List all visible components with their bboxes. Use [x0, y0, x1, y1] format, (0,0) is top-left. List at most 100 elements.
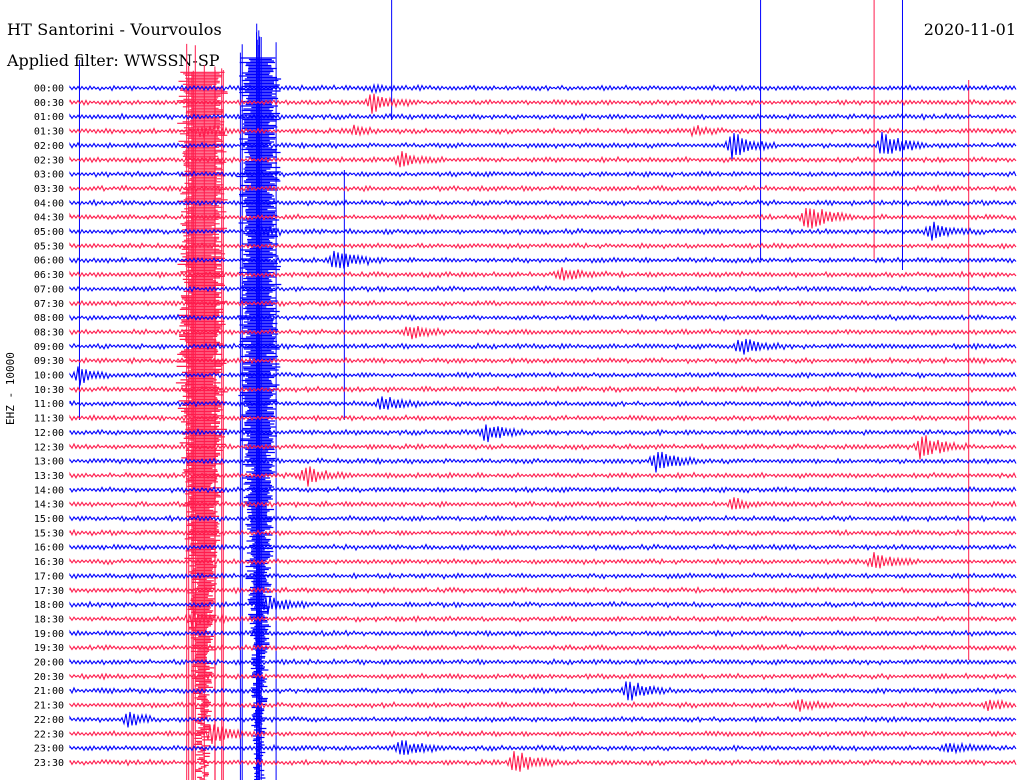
row-label: 21:00: [34, 686, 64, 697]
trace-row-41: [69, 672, 1017, 681]
row-label: 16:30: [34, 557, 64, 568]
row-label: 06:30: [34, 270, 64, 281]
row-label: 10:00: [34, 371, 64, 382]
row-label: 19:30: [34, 643, 64, 654]
trace-row-45: [69, 724, 1017, 744]
trace-row-13: [69, 267, 1017, 281]
row-label: 17:30: [34, 586, 64, 597]
row-label: 22:00: [34, 715, 64, 726]
trace-row-39: [69, 643, 1017, 652]
trace-row-25: [69, 435, 1017, 460]
trace-row-12: [69, 250, 1017, 269]
trace-row-8: [69, 198, 1017, 207]
trace-row-5: [69, 151, 1017, 168]
row-label: 09:00: [34, 342, 64, 353]
row-label: 12:00: [34, 428, 64, 439]
trace-row-40: [69, 657, 1017, 666]
row-label: 12:30: [34, 442, 64, 453]
row-label: 19:00: [34, 629, 64, 640]
trace-row-20: [69, 366, 1017, 386]
row-label: 05:30: [34, 241, 64, 252]
trace-row-0: [69, 82, 1017, 95]
row-label: 17:00: [34, 571, 64, 582]
trace-row-26: [69, 451, 1017, 473]
trace-row-37: [69, 611, 1017, 629]
row-label: 04:00: [34, 198, 64, 209]
row-label: 14:30: [34, 500, 64, 511]
burst-1: [236, 23, 282, 780]
row-label: 20:00: [34, 658, 64, 669]
trace-row-27: [69, 466, 1017, 487]
trace-group: [69, 0, 1017, 780]
trace-row-38: [69, 629, 1017, 638]
row-label: 05:00: [34, 227, 64, 238]
date-label: 2020-11-01: [923, 20, 1016, 39]
row-label: 21:30: [34, 701, 64, 712]
trace-row-19: [69, 356, 1017, 365]
row-label: 04:30: [34, 213, 64, 224]
trace-row-24: [69, 424, 1017, 443]
trace-row-18: [69, 338, 1017, 355]
row-label: 01:30: [34, 127, 64, 138]
row-label: 08:00: [34, 313, 64, 324]
row-label: 11:00: [34, 399, 64, 410]
row-label: 03:30: [34, 184, 64, 195]
trace-row-3: [69, 124, 1017, 139]
row-label: 07:00: [34, 284, 64, 295]
row-label: 07:30: [34, 299, 64, 310]
row-label: 13:00: [34, 457, 64, 468]
trace-row-30: [69, 514, 1017, 523]
trace-row-42: [69, 681, 1017, 701]
trace-row-9: [69, 208, 1017, 229]
row-label: 09:30: [34, 356, 64, 367]
row-label: 02:30: [34, 155, 64, 166]
trace-row-17: [69, 325, 1017, 340]
row-label: 15:00: [34, 514, 64, 525]
burst-body-0: [175, 71, 228, 780]
trace-row-16: [69, 313, 1017, 322]
trace-row-4: [69, 131, 1017, 160]
trace-row-36: [69, 596, 1017, 615]
trace-row-33: [69, 552, 1017, 569]
row-label: 23:30: [34, 758, 64, 769]
trace-row-21: [69, 385, 1017, 394]
trace-row-44: [69, 711, 1017, 728]
trace-row-1: [69, 93, 1017, 114]
trace-row-11: [69, 242, 1017, 250]
row-label: 18:00: [34, 600, 64, 611]
trace-row-15: [69, 299, 1017, 308]
trace-row-6: [69, 170, 1017, 179]
trace-row-43: [69, 698, 1017, 712]
trace-row-10: [69, 221, 1017, 241]
row-label: 13:30: [34, 471, 64, 482]
row-label: 00:00: [34, 84, 64, 95]
row-label: 11:30: [34, 414, 64, 425]
station-title: HT Santorini - Vourvoulos: [7, 20, 222, 39]
row-label: 03:00: [34, 170, 64, 181]
trace-row-34: [69, 572, 1017, 580]
burst-0: [175, 43, 228, 780]
row-label: 22:30: [34, 729, 64, 740]
row-label: 20:30: [34, 672, 64, 683]
row-label: 00:30: [34, 98, 64, 109]
row-label: 14:00: [34, 485, 64, 496]
trace-row-23: [69, 414, 1017, 422]
trace-row-7: [69, 184, 1017, 193]
row-label-group: 00:00 00:30 01:00 01:30 02:00 02:30 03:00 03:30…: [34, 84, 64, 769]
row-label: 02:00: [34, 141, 64, 152]
row-label: 16:00: [34, 543, 64, 554]
row-label: 15:30: [34, 528, 64, 539]
row-label: 23:00: [34, 744, 64, 755]
row-label: 06:00: [34, 256, 64, 267]
row-label: 10:30: [34, 385, 64, 396]
row-label: 08:30: [34, 327, 64, 338]
trace-row-2: [69, 112, 1017, 121]
trace-row-47: [69, 751, 1017, 772]
trace-row-35: [69, 586, 1017, 595]
filter-label: Applied filter: WWSSN-SP: [7, 51, 220, 70]
trace-row-22: [69, 396, 1017, 410]
trace-row-14: [69, 284, 1017, 293]
trace-row-31: [69, 528, 1017, 537]
trace-row-29: [69, 497, 1017, 510]
